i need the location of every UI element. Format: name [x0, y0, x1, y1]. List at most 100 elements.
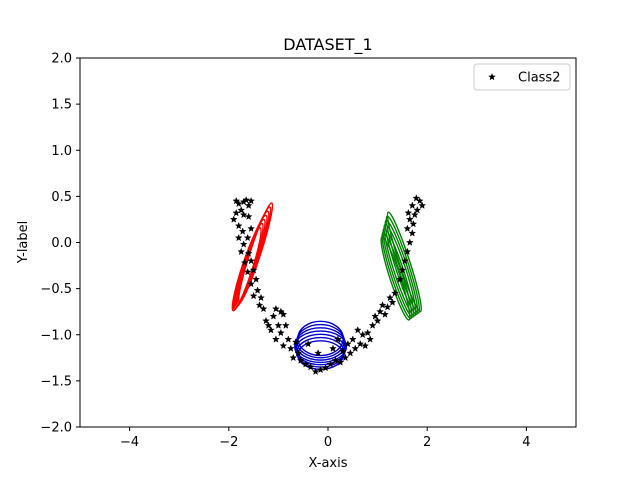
y-tick-label: 1.5 [51, 98, 72, 113]
data-point [240, 258, 249, 267]
ellipse-contour [386, 211, 422, 313]
data-point [229, 215, 238, 223]
data-point [301, 360, 310, 368]
data-point [316, 365, 325, 374]
data-point [346, 349, 355, 357]
data-point [314, 349, 322, 357]
data-point [409, 219, 418, 228]
data-point [386, 293, 394, 302]
y-tick-label: 2.0 [51, 52, 72, 67]
data-point [272, 304, 280, 313]
data-point [388, 298, 397, 306]
data-point [405, 238, 414, 246]
data-point [381, 310, 389, 318]
y-tick-label: 0.5 [51, 190, 72, 205]
data-point [244, 201, 253, 209]
x-tick-label: 0 [324, 435, 332, 450]
chart-title: DATASET_1 [283, 35, 372, 55]
data-point [237, 247, 246, 256]
data-point [366, 335, 375, 343]
data-point [343, 339, 352, 348]
data-point [296, 356, 305, 364]
data-point [243, 267, 252, 276]
ellipse-contour [297, 320, 344, 357]
data-point [408, 229, 417, 237]
data-point [376, 307, 384, 316]
data-point [249, 266, 258, 274]
data-point [267, 326, 275, 334]
x-tick-label: 4 [522, 435, 530, 450]
y-tick-label: −1.5 [40, 374, 72, 389]
x-tick-label: 2 [423, 435, 431, 450]
ellipse-group-1 [231, 202, 274, 312]
data-point [410, 210, 419, 219]
legend-box [473, 63, 571, 91]
data-point [371, 312, 380, 320]
data-point [272, 335, 280, 343]
data-point [351, 344, 360, 352]
data-point [294, 349, 303, 357]
legend-marker [488, 72, 496, 81]
data-point [279, 310, 288, 318]
plot-area [79, 57, 577, 428]
data-point [264, 321, 273, 329]
data-point [404, 208, 413, 217]
data-point [247, 279, 256, 288]
x-tick-label: −2 [219, 435, 238, 450]
data-point [304, 339, 313, 348]
data-point [403, 247, 412, 256]
data-point [247, 224, 256, 232]
legend-label: Class2 [518, 71, 560, 86]
ellipse-contour [237, 202, 274, 304]
data-point [239, 210, 248, 219]
data-point [396, 275, 404, 283]
data-point [398, 266, 407, 274]
data-point [232, 208, 241, 217]
data-point [234, 221, 243, 230]
data-point [363, 328, 372, 337]
data-point [257, 293, 265, 302]
data-point [338, 347, 347, 355]
data-point [237, 206, 246, 214]
axes-frame [79, 57, 577, 428]
data-point [400, 256, 409, 265]
data-point [348, 335, 357, 343]
data-point [361, 341, 370, 350]
data-point [418, 201, 427, 209]
data-point [274, 321, 283, 329]
data-point [405, 215, 414, 223]
data-point [341, 353, 350, 362]
data-point [244, 212, 253, 220]
data-point [368, 321, 377, 329]
data-point [306, 362, 315, 371]
data-point [373, 316, 382, 325]
data-point [291, 338, 300, 346]
x-axis-label: X-axis [309, 456, 348, 471]
data-point [329, 344, 337, 352]
data-point [234, 233, 243, 242]
data-point [326, 360, 335, 368]
data-point [311, 367, 320, 375]
ellipse-contour [295, 327, 347, 361]
data-point [286, 344, 295, 352]
data-point [353, 326, 362, 334]
data-point [249, 291, 258, 300]
data-point [403, 224, 412, 232]
data-point [247, 256, 256, 265]
y-axis-label: Y-label [16, 221, 31, 265]
data-point [276, 328, 285, 337]
data-point [255, 301, 264, 309]
y-tick-label: −0.5 [40, 282, 72, 297]
data-point [284, 335, 293, 343]
y-tick-label: −2.0 [40, 421, 72, 436]
data-point [239, 240, 248, 248]
data-point [412, 194, 421, 202]
y-tick-label: 0.0 [51, 236, 72, 251]
ellipse-contour [294, 330, 348, 364]
legend: Class2 [473, 63, 571, 91]
data-point [259, 304, 268, 313]
axis-ticks: −4 −2 0 2 4 −2.0 −1.5 −1.0 −0.5 0.0 0.5 1.0 1.5 2.0 [40, 52, 530, 451]
data-point [413, 206, 422, 214]
data-point [383, 302, 392, 311]
